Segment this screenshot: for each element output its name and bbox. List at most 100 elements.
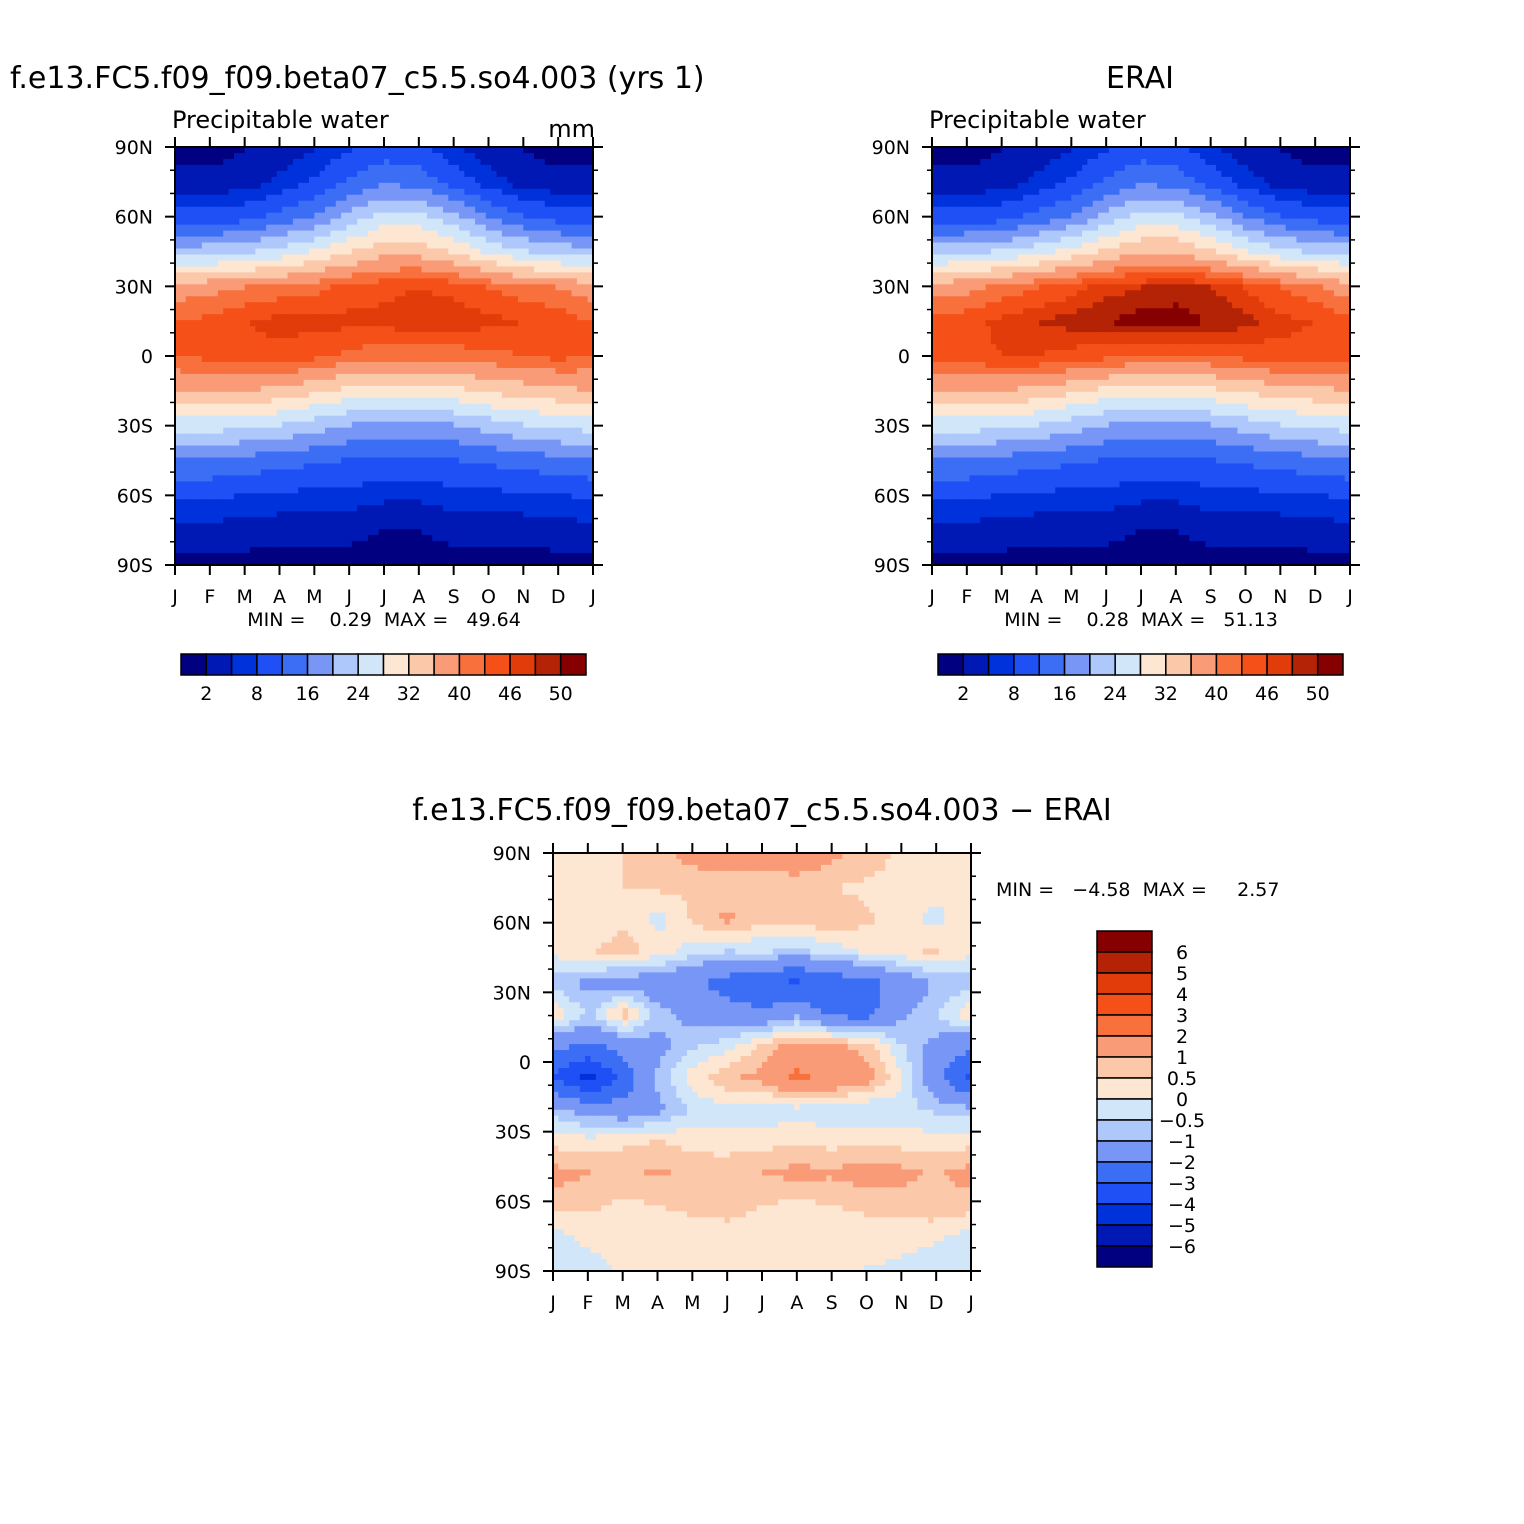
heatmap-cell — [587, 212, 594, 220]
heatmap-cell — [560, 487, 567, 494]
heatmap-cell — [459, 206, 465, 214]
heatmap-cell — [550, 158, 557, 166]
heatmap-cell — [544, 511, 551, 518]
heatmap-cell — [394, 433, 401, 441]
heatmap-cell — [367, 212, 374, 220]
heatmap-cell — [191, 320, 198, 327]
heatmap-cell — [244, 194, 251, 202]
heatmap-cell — [373, 320, 380, 327]
heatmap-cell — [394, 499, 401, 506]
heatmap-cell — [239, 457, 246, 465]
heatmap-cell — [501, 332, 508, 339]
heatmap-cell — [480, 230, 487, 238]
heatmap-cell — [405, 421, 412, 429]
heatmap-cell — [223, 224, 230, 232]
heatmap-cell — [555, 415, 562, 423]
heatmap-cell — [362, 200, 369, 208]
heatmap-cell — [550, 332, 557, 339]
heatmap-cell — [239, 385, 246, 393]
heatmap-cell — [191, 505, 198, 512]
heatmap-cell — [217, 170, 224, 178]
heatmap-cell — [378, 445, 385, 453]
heatmap-cell — [587, 308, 594, 315]
heatmap-cell — [571, 523, 578, 530]
heatmap-cell — [319, 487, 326, 494]
heatmap-cell — [394, 152, 401, 160]
heatmap-cell — [330, 415, 337, 423]
heatmap-cell — [576, 332, 583, 339]
heatmap-cell — [566, 224, 573, 232]
heatmap-cell — [469, 344, 476, 351]
heatmap-cell — [485, 397, 492, 405]
heatmap-cell — [517, 505, 524, 512]
heatmap-cell — [196, 254, 203, 262]
heatmap-cell — [507, 206, 514, 214]
heatmap-cell — [362, 242, 369, 250]
heatmap-cell — [475, 505, 482, 512]
heatmap-cell — [491, 308, 498, 315]
heatmap-cell — [180, 152, 187, 160]
heatmap-cell — [453, 499, 460, 506]
heatmap-cell — [534, 439, 541, 447]
heatmap-cell — [464, 356, 471, 363]
heatmap-cell — [212, 308, 219, 315]
heatmap-cell — [491, 176, 498, 184]
heatmap-cell — [501, 147, 508, 154]
heatmap-cell — [507, 224, 514, 232]
heatmap-cell — [448, 367, 455, 375]
heatmap-cell — [266, 493, 273, 500]
heatmap-cell — [233, 517, 240, 524]
heatmap-cell — [212, 403, 219, 411]
heatmap-cell — [212, 302, 219, 309]
heatmap-cell — [314, 284, 321, 291]
heatmap-cell — [421, 302, 428, 309]
heatmap-cell — [432, 499, 439, 506]
heatmap-cell — [260, 439, 267, 447]
heatmap-cell — [437, 254, 444, 262]
heatmap-cell — [587, 511, 594, 518]
heatmap-cell — [196, 391, 203, 399]
heatmap-cell — [426, 367, 433, 375]
heatmap-cell — [335, 242, 342, 250]
heatmap-cell — [233, 152, 240, 160]
heatmap-cell — [453, 308, 460, 315]
heatmap-cell — [282, 511, 289, 518]
heatmap-cell — [485, 254, 492, 262]
heatmap-cell — [587, 188, 594, 196]
heatmap-cell — [367, 182, 374, 190]
heatmap-cell — [244, 409, 251, 417]
heatmap-cell — [469, 308, 476, 315]
heatmap-cell — [566, 361, 573, 369]
heatmap-cell — [191, 415, 198, 423]
heatmap-cell — [528, 427, 535, 435]
heatmap-cell — [517, 463, 524, 471]
heatmap-cell — [534, 218, 541, 226]
heatmap-cell — [196, 278, 203, 285]
heatmap-cell — [319, 356, 326, 363]
heatmap-cell — [560, 212, 567, 220]
heatmap-cell — [357, 320, 364, 327]
heatmap-cell — [453, 272, 460, 279]
heatmap-cell — [217, 254, 224, 262]
heatmap-cell — [239, 463, 246, 471]
heatmap-cell — [351, 224, 358, 232]
heatmap-cell — [550, 523, 557, 530]
heatmap-cell — [426, 206, 433, 214]
heatmap-cell — [357, 224, 364, 232]
heatmap-cell — [260, 236, 267, 244]
heatmap-cell — [405, 493, 412, 500]
heatmap-cell — [410, 158, 417, 166]
heatmap-cell — [523, 158, 530, 166]
heatmap-cell — [394, 367, 401, 375]
heatmap-cell — [180, 451, 187, 459]
heatmap-cell — [389, 320, 396, 327]
heatmap-cell — [394, 457, 401, 465]
heatmap-cell — [212, 314, 219, 321]
heatmap-cell — [303, 164, 310, 172]
heatmap-cell — [346, 314, 353, 321]
heatmap-cell — [512, 493, 519, 500]
heatmap-cell — [426, 284, 433, 291]
heatmap-cell — [587, 194, 594, 202]
heatmap-cell — [255, 403, 262, 411]
heatmap-cell — [346, 475, 353, 482]
